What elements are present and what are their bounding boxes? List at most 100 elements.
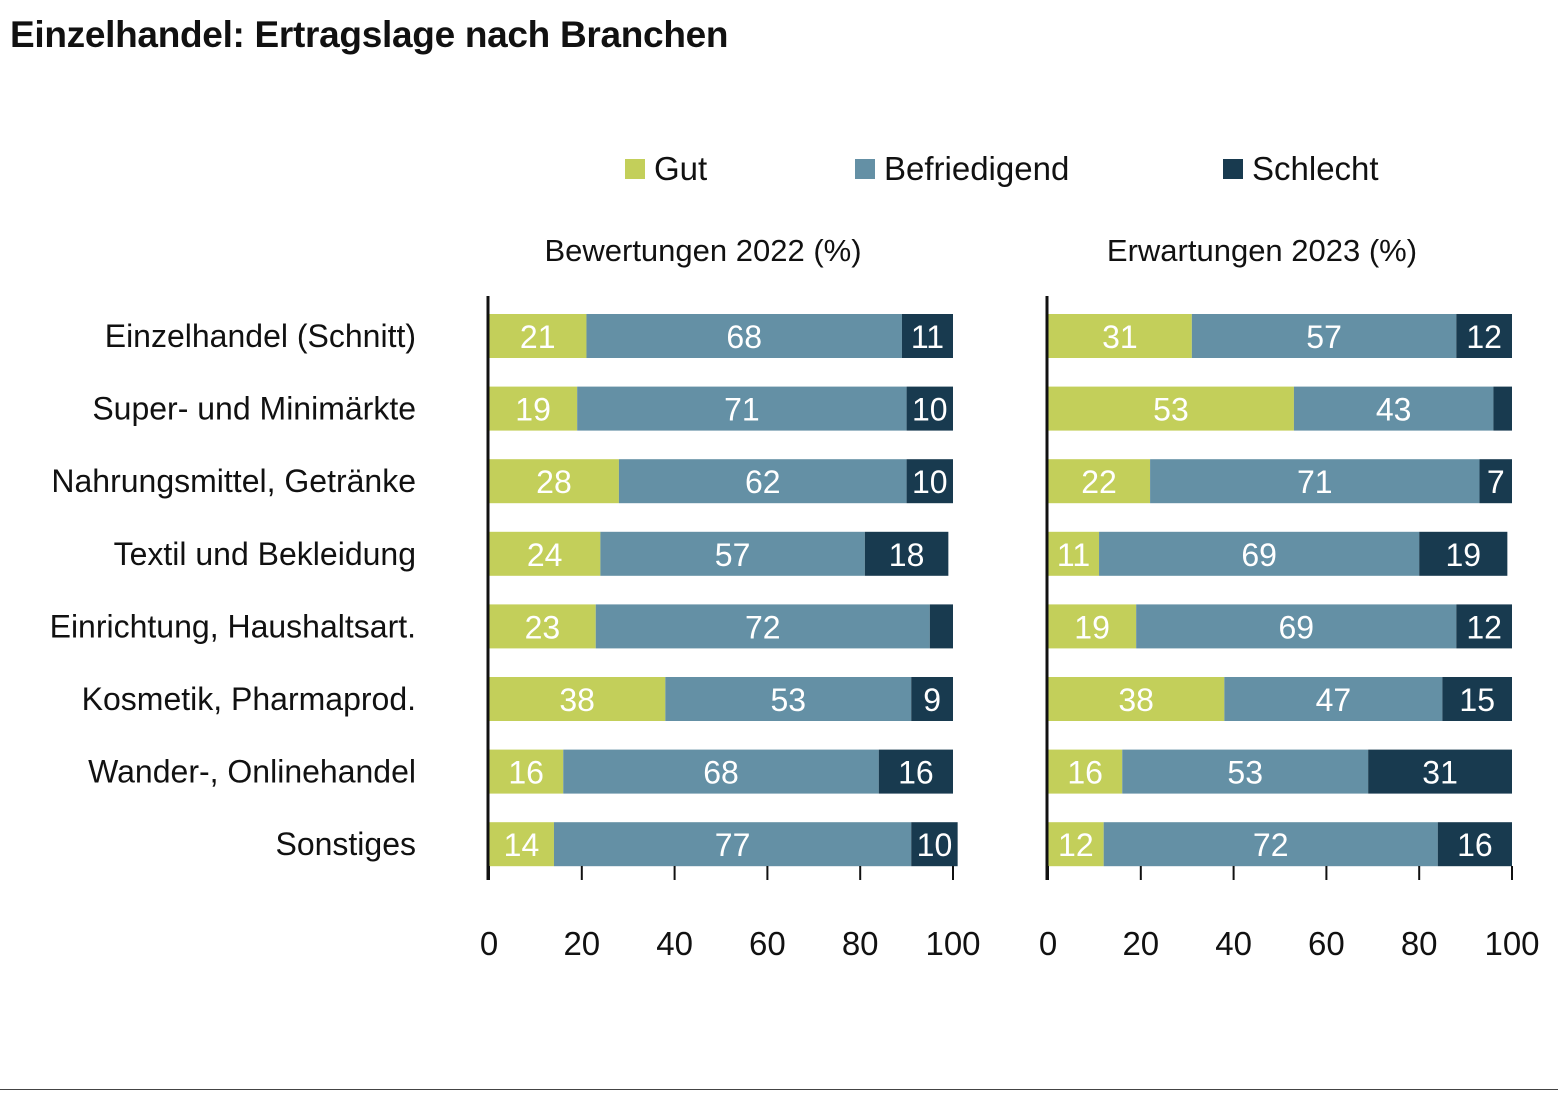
data-label: 19: [1074, 609, 1110, 645]
data-label: 77: [715, 827, 751, 863]
legend-swatch-schlecht: [1223, 159, 1243, 179]
category-label: Super- und Minimärkte: [92, 391, 416, 427]
bar-segment-gut: [489, 604, 596, 649]
bar-segment-gut: [1048, 386, 1294, 431]
data-label: 16: [898, 755, 934, 791]
x-tick-label: 0: [1039, 925, 1057, 962]
data-label: 19: [515, 392, 551, 428]
data-label: 12: [1466, 609, 1502, 645]
data-label: 38: [559, 682, 595, 718]
data-label: 16: [1067, 755, 1103, 791]
bar-segment-befriedigend: [618, 459, 907, 504]
data-label: 68: [726, 319, 762, 355]
x-tick-label: 20: [563, 925, 600, 962]
legend-swatch-gut: [625, 159, 645, 179]
data-label: 31: [1422, 755, 1458, 791]
bar-segment-schlecht: [1368, 749, 1512, 794]
data-label: 10: [917, 827, 953, 863]
bar-segment-befriedigend: [563, 749, 879, 794]
bar-segment-befriedigend: [1136, 604, 1457, 649]
bar-segment-befriedigend: [1122, 749, 1369, 794]
x-tick-label: 40: [1215, 925, 1252, 962]
category-label: Einrichtung, Haushaltsart.: [50, 608, 416, 644]
bar-segment-befriedigend: [577, 386, 907, 431]
bar-segment-befriedigend: [1150, 459, 1480, 504]
data-label: 53: [1153, 392, 1189, 428]
panel-title-2023: Erwartungen 2023 (%): [1106, 233, 1418, 268]
x-tick-label: 60: [1308, 925, 1345, 962]
data-label: 10: [912, 392, 948, 428]
bar-segment-gut: [489, 822, 554, 867]
data-label: 10: [912, 464, 948, 500]
bar-segment-befriedigend: [600, 531, 865, 576]
data-label: 69: [1241, 537, 1277, 573]
data-label: 14: [504, 827, 540, 863]
data-label: 68: [703, 755, 739, 791]
bar-segment-befriedigend: [1099, 531, 1420, 576]
x-tick-label: 100: [1484, 925, 1539, 962]
data-label: 57: [715, 537, 751, 573]
bar-segment-gut: [489, 531, 601, 576]
category-label: Nahrungsmittel, Getränke: [51, 463, 416, 499]
data-label: 12: [1058, 827, 1094, 863]
data-label: 57: [1306, 319, 1342, 355]
x-tick-label: 0: [480, 925, 498, 962]
data-label: 11: [911, 319, 944, 355]
data-label: 18: [889, 537, 925, 573]
data-label: 31: [1102, 319, 1138, 355]
data-label: 24: [527, 537, 563, 573]
category-label: Wander-, Onlinehandel: [88, 754, 416, 790]
data-label: 47: [1316, 682, 1352, 718]
bar-segment-gut: [1048, 677, 1225, 721]
legend-label-gut: Gut: [654, 150, 708, 187]
bar-segment-schlecht: [1419, 531, 1508, 576]
data-label: 69: [1278, 609, 1314, 645]
bar-segment-befriedigend: [1293, 386, 1494, 431]
bar-segment-befriedigend: [595, 604, 930, 649]
category-label: Kosmetik, Pharmaprod.: [82, 681, 416, 717]
data-label: 38: [1118, 682, 1154, 718]
bar-segment-befriedigend: [665, 677, 912, 721]
bar-segment-gut: [1048, 531, 1100, 576]
data-label: 7: [1487, 464, 1505, 500]
legend-item-gut: Gut: [625, 150, 707, 188]
data-label: 53: [770, 682, 806, 718]
data-label: 11: [1057, 537, 1090, 573]
bar-segment-schlecht: [1437, 822, 1512, 867]
chart-title: Einzelhandel: Ertragslage nach Branchen: [10, 14, 729, 55]
bar-segment-gut: [489, 749, 564, 794]
bar-segment-befriedigend: [553, 822, 912, 867]
data-label: 15: [1459, 682, 1495, 718]
legend-label-befriedigend: Befriedigend: [884, 150, 1070, 187]
x-tick-label: 40: [656, 925, 693, 962]
bar-segment-gut: [1048, 822, 1104, 867]
legend: Gut Befriedigend Schlecht: [625, 150, 1425, 192]
category-label: Einzelhandel (Schnitt): [105, 318, 416, 354]
bar-segment-gut: [489, 314, 587, 358]
bar-segment-befriedigend: [586, 314, 902, 358]
bar-segment-schlecht: [929, 604, 953, 649]
bar-segment-schlecht: [878, 749, 953, 794]
data-label: 16: [508, 755, 544, 791]
bar-segment-gut: [1048, 604, 1137, 649]
data-label: 16: [1457, 827, 1493, 863]
data-label: 71: [1297, 464, 1333, 500]
x-tick-label: 80: [842, 925, 879, 962]
data-label: 19: [1445, 537, 1481, 573]
bottom-rule: [0, 1089, 1558, 1090]
category-label: Textil und Bekleidung: [114, 536, 416, 572]
bar-segment-schlecht: [911, 822, 958, 867]
data-label: 72: [1253, 827, 1289, 863]
data-label: 12: [1466, 319, 1502, 355]
bar-segment-schlecht: [1442, 677, 1512, 721]
x-tick-label: 80: [1401, 925, 1438, 962]
x-tick-label: 100: [925, 925, 980, 962]
bar-segment-schlecht: [911, 677, 953, 721]
data-label: 22: [1081, 464, 1117, 500]
data-label: 72: [745, 609, 781, 645]
data-label: 62: [745, 464, 781, 500]
legend-item-befriedigend: Befriedigend: [855, 150, 1069, 188]
bar-segment-befriedigend: [1224, 677, 1443, 721]
data-label: 21: [520, 319, 556, 355]
